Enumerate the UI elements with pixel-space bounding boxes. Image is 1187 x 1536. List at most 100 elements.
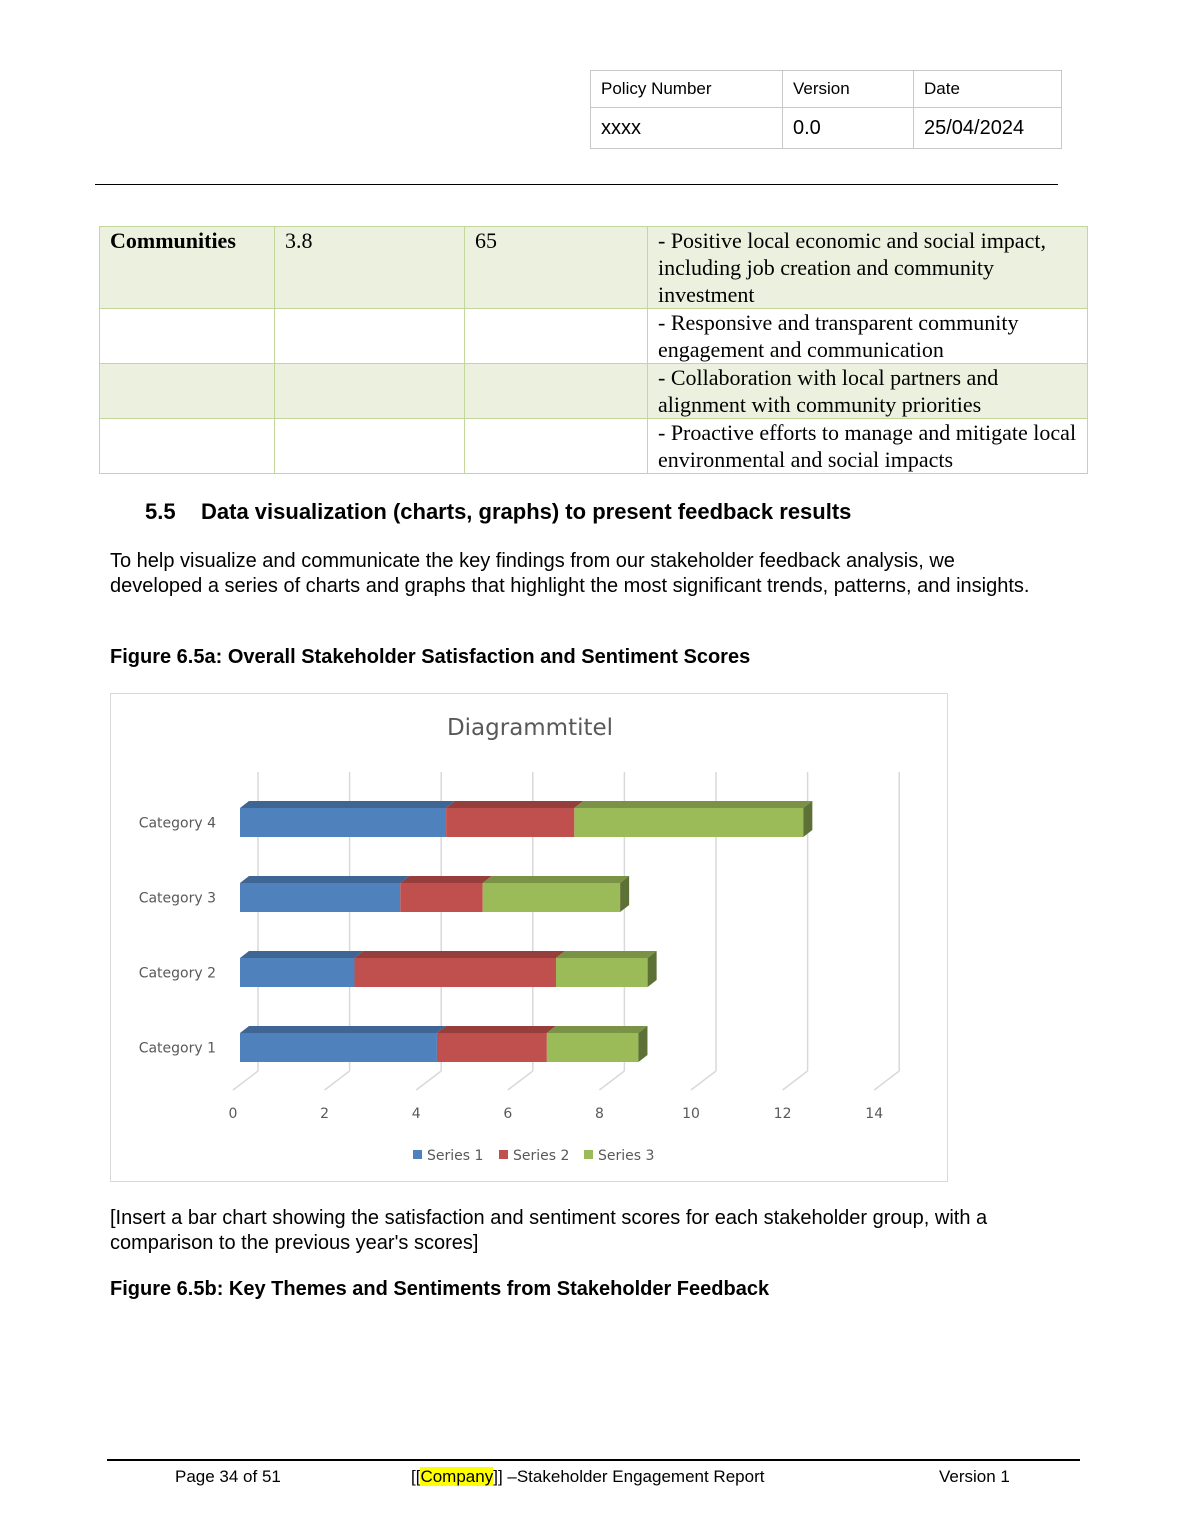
insert-note: [Insert a bar chart showing the satisfac…	[110, 1207, 988, 1254]
bar-side-category-3	[620, 876, 630, 912]
table-cell	[274, 418, 465, 474]
x-tick-label: 14	[865, 1106, 883, 1122]
communities-table: Communities 3.8 65 - Positive local econ…	[99, 226, 1088, 474]
bar-category-4-series-3	[574, 808, 804, 837]
bar-top-category-3-series-1	[240, 876, 410, 883]
header-date-label: Date	[913, 70, 1062, 108]
table-cell	[99, 308, 275, 364]
bar-top-category-3-series-2	[400, 876, 492, 883]
section-title: Data visualization (charts, graphs) to p…	[201, 499, 852, 524]
table-cell	[99, 418, 275, 474]
table-cell	[464, 363, 648, 419]
footer-report-title: ]] –Stakeholder Engagement Report	[493, 1467, 765, 1486]
legend-label: Series 2	[513, 1148, 569, 1164]
x-tick-label: 8	[595, 1106, 604, 1122]
bar-top-category-4-series-1	[240, 801, 456, 808]
header-version-label: Version	[782, 70, 914, 108]
header-policy-number-label: Policy Number	[590, 70, 783, 108]
bar-category-3-series-2	[400, 883, 483, 912]
footer-company-placeholder: Company	[420, 1467, 494, 1486]
bar-top-category-1-series-2	[436, 1026, 556, 1033]
floor-gridline	[507, 1070, 534, 1091]
table-cell: - Proactive efforts to manage and mitiga…	[647, 418, 1088, 474]
floor-gridline	[873, 1070, 900, 1091]
floor-gridline	[232, 1070, 259, 1091]
bar-side-category-4	[803, 801, 813, 837]
table-cell: - Positive local economic and social imp…	[647, 226, 1088, 309]
floor-gridline	[690, 1070, 717, 1091]
table-cell	[274, 363, 465, 419]
y-category-label: Category 2	[139, 966, 216, 982]
bar-category-1-series-1	[240, 1033, 437, 1062]
table-row: - Collaboration with local partners and …	[99, 363, 1088, 419]
bar-top-category-2-series-3	[556, 951, 657, 958]
legend-swatch	[413, 1150, 422, 1159]
bar-category-3-series-3	[482, 883, 621, 912]
table-cell	[464, 418, 648, 474]
bar-side-category-1	[638, 1026, 648, 1062]
footer-divider	[107, 1459, 1080, 1461]
stacked-bar-chart: Diagrammtitel 0 2 4 6 8 10 12 14 Category 1 Categ…	[110, 693, 948, 1182]
footer-version: Version 1	[939, 1467, 1010, 1486]
table-cell	[274, 308, 465, 364]
header-date-value: 25/04/2024	[913, 107, 1062, 149]
y-category-label: Category 4	[139, 816, 216, 832]
bar-top-category-2-series-1	[240, 951, 364, 958]
x-tick-label: 12	[774, 1106, 792, 1122]
legend-swatch	[584, 1150, 593, 1159]
table-cell: Communities	[99, 226, 275, 309]
x-tick-label: 0	[229, 1106, 238, 1122]
header-divider	[95, 184, 1058, 185]
intro-paragraph: To help visualize and communicate the ke…	[110, 550, 1030, 597]
figure-a-caption: Figure 6.5a: Overall Stakeholder Satisfa…	[110, 646, 751, 668]
table-row: Communities 3.8 65 - Positive local econ…	[99, 226, 1088, 309]
bar-category-2-series-1	[240, 958, 355, 987]
header-policy-number-value: xxxx	[590, 107, 783, 149]
bar-category-3-series-1	[240, 883, 401, 912]
footer-title: [[Company]] –Stakeholder Engagement Repo…	[411, 1467, 764, 1487]
bar-category-2-series-3	[556, 958, 648, 987]
x-tick-label: 2	[320, 1106, 329, 1122]
section-number: 5.5	[145, 499, 176, 524]
bar-top-category-1-series-3	[546, 1026, 648, 1033]
bar-top-category-1-series-1	[240, 1026, 446, 1033]
header-version-value: 0.0	[782, 107, 914, 149]
section-heading: 5.5 Data visualization (charts, graphs) t…	[145, 499, 851, 525]
bar-category-4-series-2	[446, 808, 575, 837]
table-cell: - Responsive and transparent community e…	[647, 308, 1088, 364]
floor-gridline	[324, 1070, 351, 1091]
policy-header-table: Policy Number Version Date xxxx 0.0 25/0…	[590, 70, 1062, 149]
chart-canvas: Diagrammtitel 0 2 4 6 8 10 12 14 Category 1 Categ…	[139, 715, 900, 1164]
floor-gridline	[598, 1070, 625, 1091]
bar-top-category-3-series-3	[482, 876, 630, 883]
footer-page-number: Page 34 of 51	[175, 1467, 281, 1486]
bar-top-category-4-series-2	[446, 801, 584, 808]
y-category-label: Category 3	[139, 891, 216, 907]
table-row: - Proactive efforts to manage and mitiga…	[99, 418, 1088, 474]
bar-category-2-series-2	[354, 958, 557, 987]
bar-category-1-series-2	[436, 1033, 547, 1062]
floor-gridline	[415, 1070, 442, 1091]
table-cell: 3.8	[274, 226, 465, 309]
y-category-label: Category 1	[139, 1041, 216, 1057]
x-tick-label: 10	[682, 1106, 700, 1122]
legend-label: Series 3	[598, 1148, 654, 1164]
floor-gridline	[782, 1070, 809, 1091]
bar-top-category-4-series-3	[574, 801, 813, 808]
table-cell: - Collaboration with local partners and …	[647, 363, 1088, 419]
table-cell	[464, 308, 648, 364]
x-tick-label: 6	[503, 1106, 512, 1122]
x-tick-label: 4	[412, 1106, 421, 1122]
chart-title: Diagrammtitel	[447, 715, 613, 741]
table-cell	[99, 363, 275, 419]
bar-side-category-2	[647, 951, 657, 987]
bar-category-1-series-3	[546, 1033, 639, 1062]
figure-b-caption: Figure 6.5b: Key Themes and Sentiments f…	[110, 1278, 770, 1300]
legend-label: Series 1	[427, 1148, 483, 1164]
legend-swatch	[499, 1150, 508, 1159]
bar-top-category-2-series-2	[354, 951, 566, 958]
table-cell: 65	[464, 226, 648, 309]
table-row: - Responsive and transparent community e…	[99, 308, 1088, 364]
footer-prefix: [[	[411, 1467, 421, 1486]
